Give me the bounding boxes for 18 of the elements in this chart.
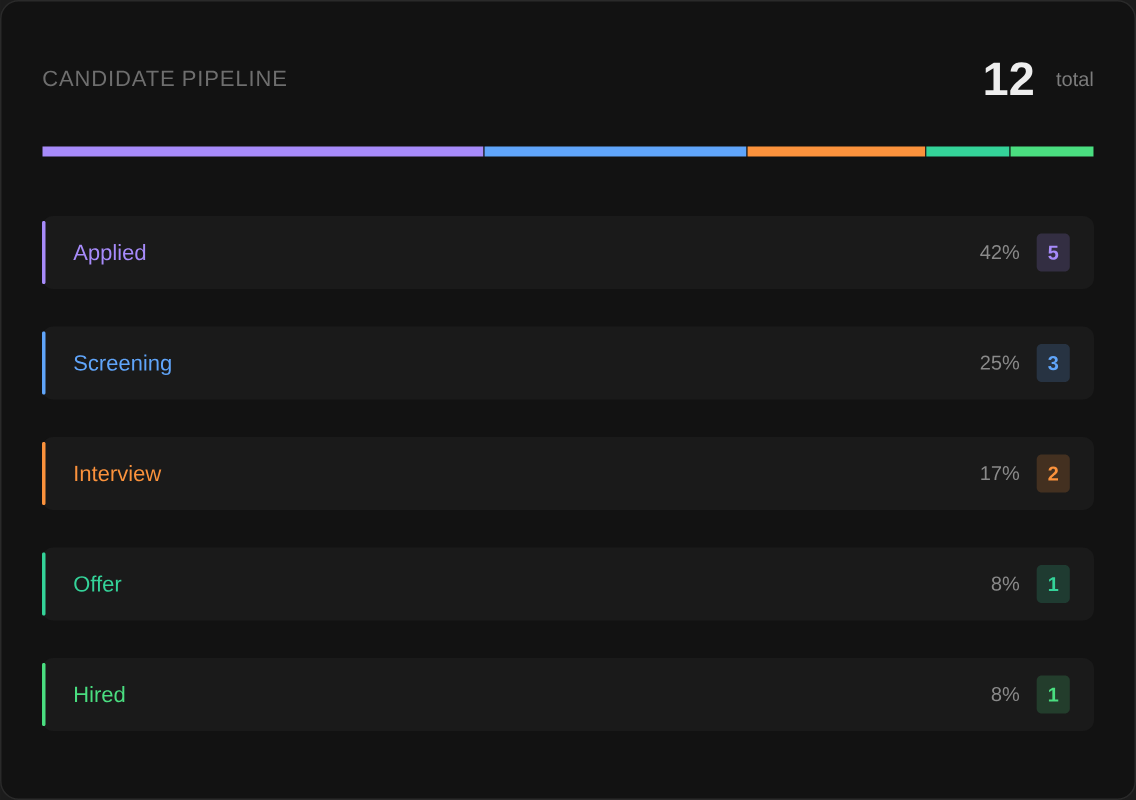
text: 1: [1048, 687, 1059, 702]
text: 25%: [980, 355, 1020, 370]
text: 1: [1048, 577, 1059, 591]
text: Hired: [75, 686, 125, 703]
text: 8%: [991, 576, 1020, 591]
text: 17%: [981, 466, 1020, 481]
chart-title: CANDIDATE PIPELINE: [43, 70, 286, 87]
text: Offer: [74, 575, 122, 592]
text: 42%: [980, 245, 1020, 260]
text: Interview: [75, 465, 162, 482]
text: 8%: [991, 687, 1020, 702]
text: Screening: [74, 354, 171, 376]
text: 12: [985, 62, 1033, 95]
text: total: [1056, 71, 1093, 87]
text: 3: [1048, 356, 1059, 371]
text: Applied: [73, 244, 146, 265]
text: 5: [1048, 245, 1059, 260]
text: 2: [1048, 466, 1058, 481]
